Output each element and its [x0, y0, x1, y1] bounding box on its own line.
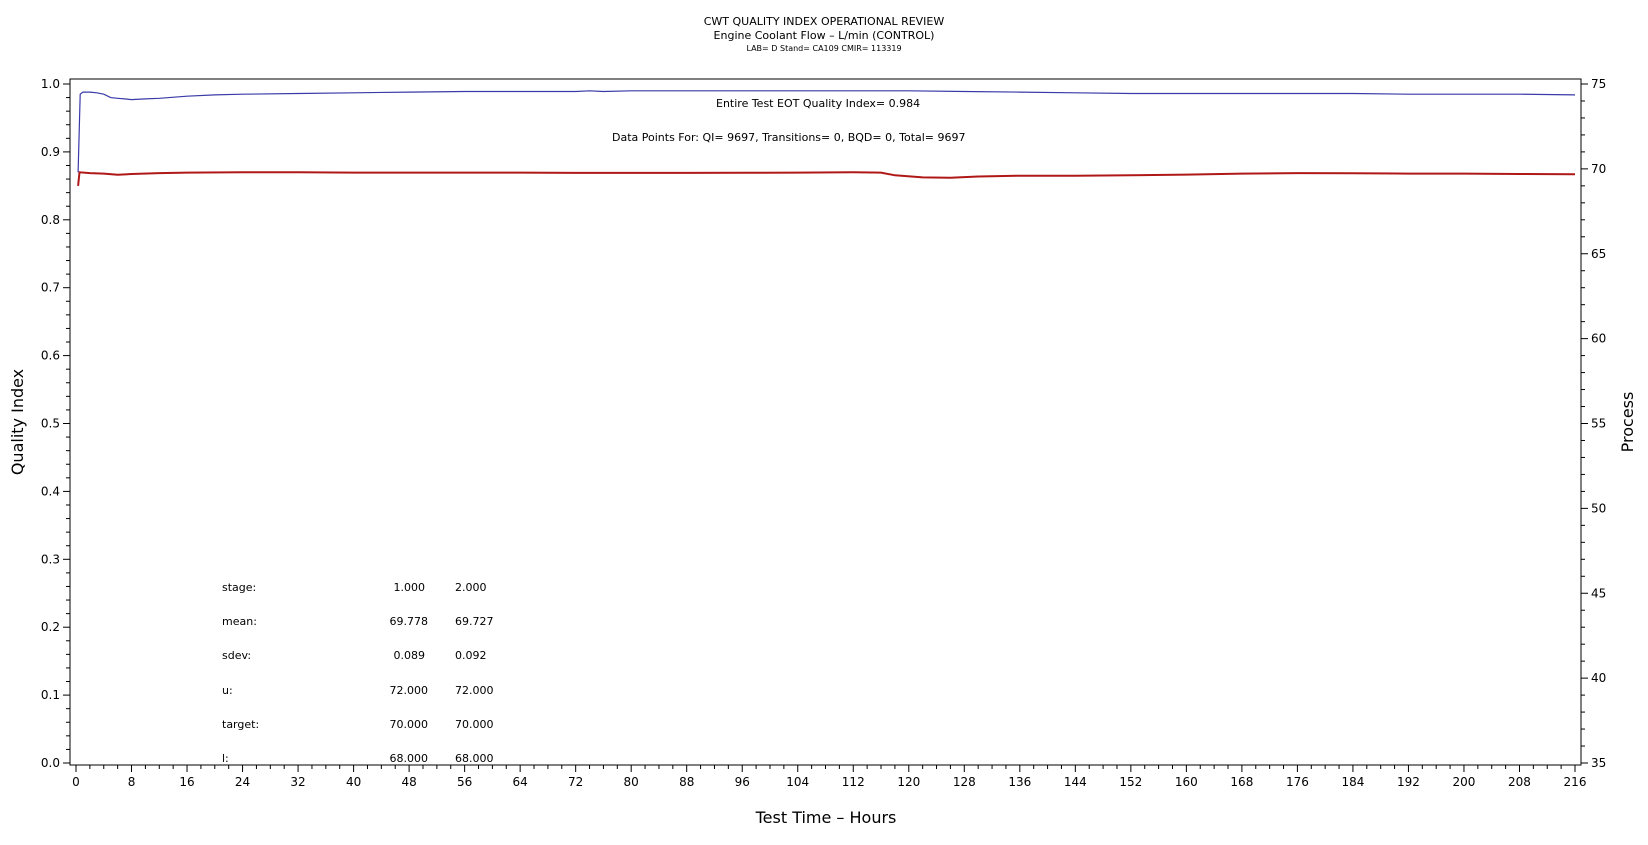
y-tick-label: 0.8 [41, 213, 60, 227]
y-tick-label: 0.7 [41, 281, 60, 295]
x-tick-label: 184 [1341, 775, 1364, 789]
stat-u-s1: 72.000 [390, 684, 429, 697]
stat-l-s2: 68.000 [455, 752, 494, 765]
x-tick-label: 152 [1119, 775, 1142, 789]
chart-title: CWT QUALITY INDEX OPERATIONAL REVIEW [704, 15, 945, 28]
y-tick-label: 0.1 [41, 688, 60, 702]
stat-sdev-s1: 0.089 [394, 649, 426, 662]
stat-l-label: l: [222, 752, 229, 765]
chart-subtitle: Engine Coolant Flow – L/min (CONTROL) [714, 29, 935, 42]
x-tick-label: 48 [401, 775, 416, 789]
quality-index-series-line [77, 90, 1576, 173]
x-tick-label: 136 [1008, 775, 1031, 789]
y-tick-label: 0.0 [41, 756, 60, 770]
y-tick-label: 0.6 [41, 349, 60, 363]
y-axis-label: Quality Index [8, 369, 27, 475]
x-tick-label: 216 [1564, 775, 1587, 789]
y2-axis-label: Process [1618, 392, 1637, 453]
stat-u-label: u: [222, 684, 233, 697]
x-tick-label: 96 [735, 775, 750, 789]
x-tick-label: 168 [1230, 775, 1253, 789]
process-series-line [77, 171, 1576, 187]
x-tick-label: 176 [1286, 775, 1309, 789]
stat-mean-s1: 69.778 [390, 615, 429, 628]
x-tick-label: 208 [1508, 775, 1531, 789]
x-tick-label: 200 [1453, 775, 1476, 789]
x-tick-label: 24 [235, 775, 250, 789]
y2-tick-label: 55 [1591, 417, 1606, 431]
x-tick-label: 16 [179, 775, 194, 789]
stats-table: stage: 1.000 2.000 mean: 69.778 69.727 s… [222, 581, 494, 765]
x-tick-label: 32 [290, 775, 305, 789]
eot-quality-annotation: Entire Test EOT Quality Index= 0.984 [716, 97, 920, 110]
stat-target-s2: 70.000 [455, 718, 494, 731]
y-tick-label: 0.3 [41, 552, 60, 566]
stat-stage-s2: 2.000 [455, 581, 487, 594]
y2-tick-label: 70 [1591, 162, 1606, 176]
x-tick-label: 112 [842, 775, 865, 789]
stat-stage-s1: 1.000 [394, 581, 426, 594]
stat-sdev-label: sdev: [222, 649, 251, 662]
y2-tick-label: 50 [1591, 501, 1606, 515]
x-tick-label: 0 [72, 775, 80, 789]
x-tick-label: 88 [679, 775, 694, 789]
y2-tick-label: 75 [1591, 77, 1606, 91]
y2-tick-label: 35 [1591, 756, 1606, 770]
y-tick-label: 0.9 [41, 145, 60, 159]
x-tick-label: 8 [128, 775, 136, 789]
x-tick-label: 192 [1397, 775, 1420, 789]
stat-sdev-s2: 0.092 [455, 649, 487, 662]
stat-mean-label: mean: [222, 615, 257, 628]
x-tick-label: 104 [786, 775, 809, 789]
y-tick-label: 1.0 [41, 77, 60, 91]
stat-target-label: target: [222, 718, 259, 731]
x-tick-label: 128 [953, 775, 976, 789]
stat-target-s1: 70.000 [390, 718, 429, 731]
y2-tick-label: 40 [1591, 671, 1606, 685]
y-tick-label: 0.5 [41, 417, 60, 431]
data-points-annotation: Data Points For: QI= 9697, Transitions= … [612, 131, 966, 144]
x-tick-label: 64 [513, 775, 528, 789]
y-tick-label: 0.2 [41, 620, 60, 634]
x-tick-label: 120 [897, 775, 920, 789]
y2-tick-label: 65 [1591, 247, 1606, 261]
y2-tick-label: 60 [1591, 332, 1606, 346]
x-tick-label: 160 [1175, 775, 1198, 789]
stat-mean-s2: 69.727 [455, 615, 494, 628]
stat-l-s1: 68.000 [390, 752, 429, 765]
x-tick-label: 40 [346, 775, 361, 789]
x-tick-label: 56 [457, 775, 472, 789]
x-tick-label: 144 [1064, 775, 1087, 789]
stat-u-s2: 72.000 [455, 684, 494, 697]
x-tick-label: 72 [568, 775, 583, 789]
y-tick-label: 0.4 [41, 484, 60, 498]
y2-tick-label: 45 [1591, 586, 1606, 600]
x-axis-label: Test Time – Hours [755, 808, 897, 827]
x-tick-label: 80 [624, 775, 639, 789]
chart-subtitle-2: LAB= D Stand= CA109 CMIR= 113319 [746, 44, 901, 53]
stat-stage-label: stage: [222, 581, 256, 594]
